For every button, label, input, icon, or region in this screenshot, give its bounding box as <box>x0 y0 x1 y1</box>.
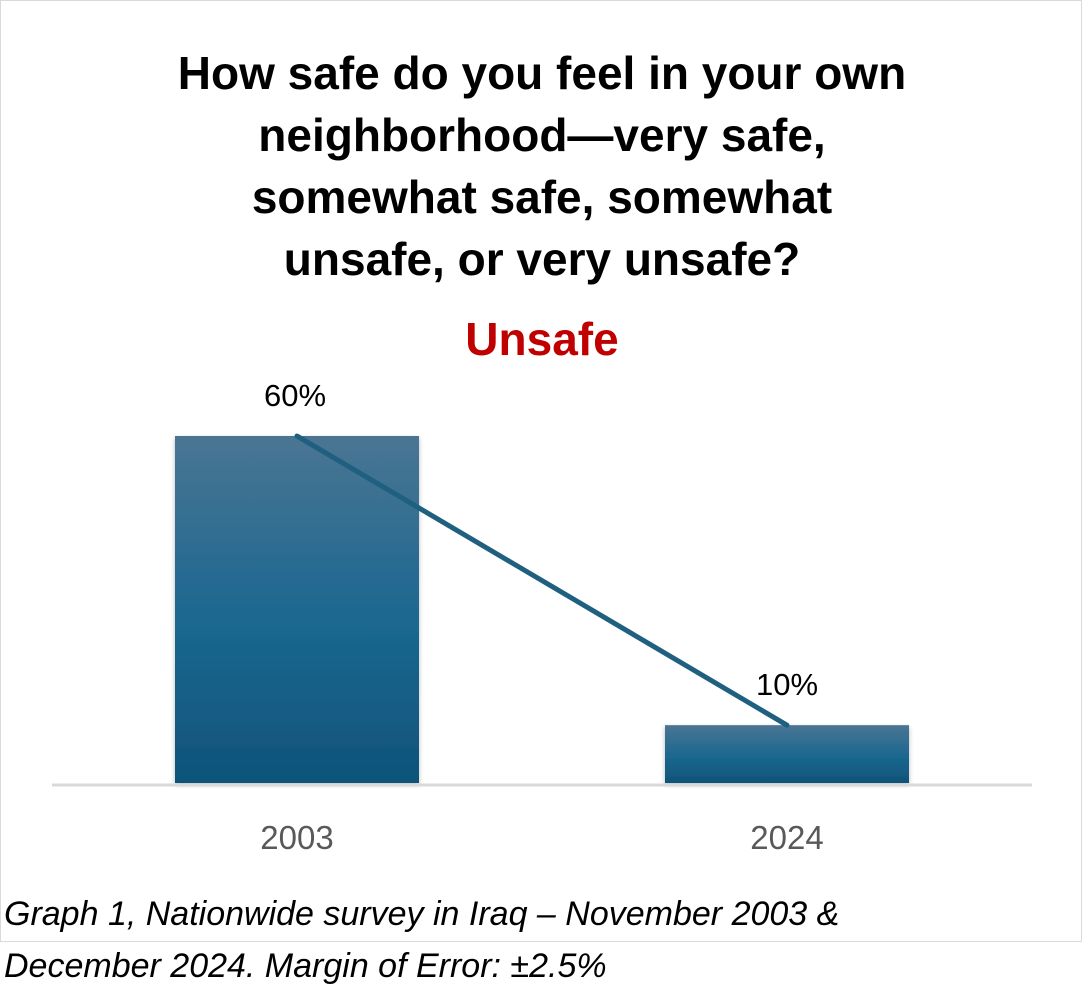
title-line: How safe do you feel in your own <box>177 47 907 99</box>
title-line: neighborhood—very safe, <box>258 109 826 161</box>
bar-chart: 60% 2003 10% 2024 <box>52 378 1032 856</box>
chart-caption: Graph 1, Nationwide survey in Iraq – Nov… <box>4 888 1080 992</box>
title-line: unsafe, or very unsafe? <box>283 233 801 285</box>
chart-title: How safe do you feel in your own neighbo… <box>0 42 1084 290</box>
data-label-2003: 60% <box>264 378 326 413</box>
x-tick-label-2003: 2003 <box>260 819 333 856</box>
bar-2024 <box>665 725 909 783</box>
bar-2003 <box>175 436 419 783</box>
chart-subtitle: Unsafe <box>465 313 619 365</box>
caption-line: Graph 1, Nationwide survey in Iraq – Nov… <box>4 895 840 933</box>
trend-line <box>294 433 790 728</box>
data-label-2024: 10% <box>756 667 818 702</box>
title-line: somewhat safe, somewhat <box>251 171 833 223</box>
x-tick-label-2024: 2024 <box>750 819 823 856</box>
caption-line: December 2024. Margin of Error: ±2.5% <box>4 947 607 985</box>
